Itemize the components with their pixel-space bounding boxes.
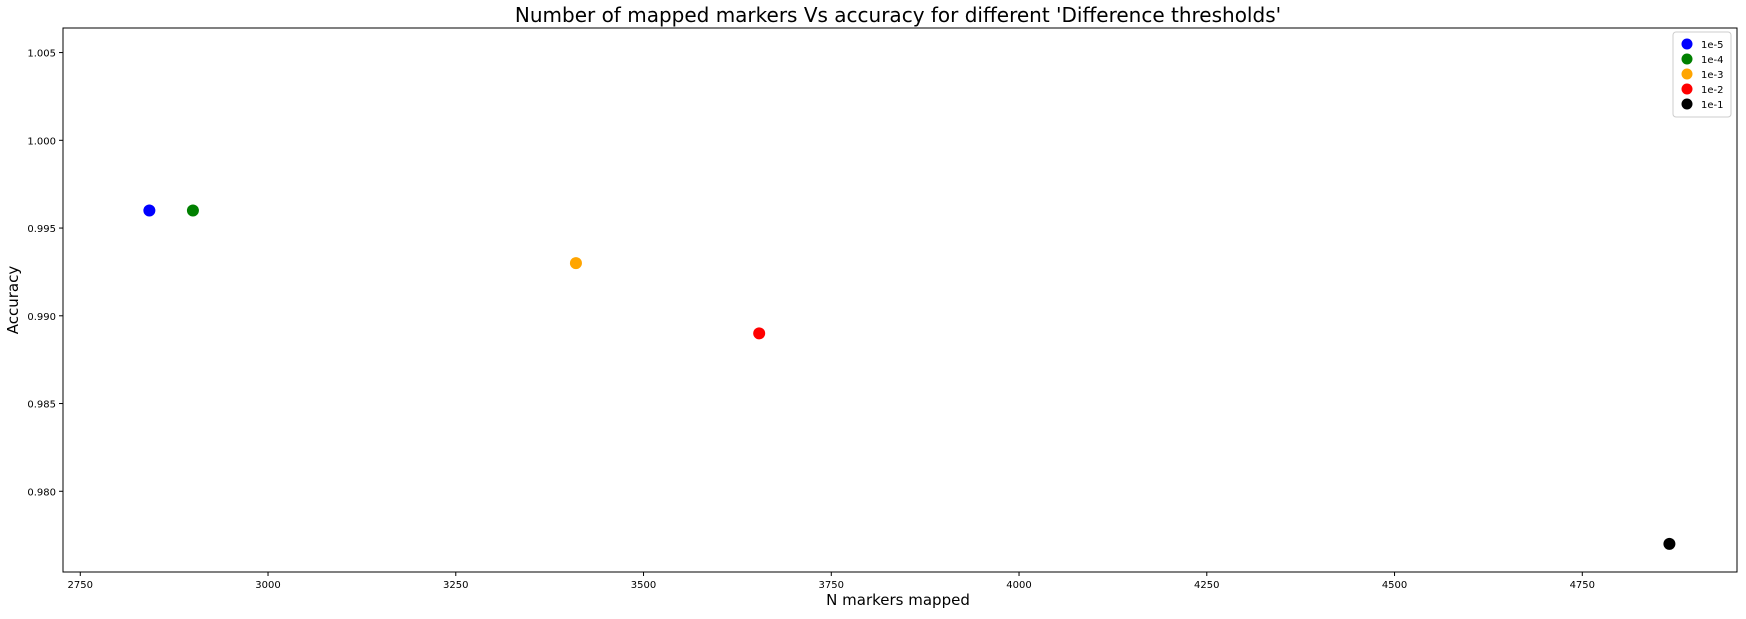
data-point-1e-3 (569, 257, 582, 270)
legend-marker-1e-4 (1681, 53, 1693, 65)
legend-label: 1e-3 (1701, 70, 1724, 81)
legend-marker-1e-1 (1681, 98, 1693, 110)
legend: 1e-5 1e-4 1e-3 1e-2 1e-1 (1672, 31, 1732, 118)
x-tick-label: 4000 (1006, 580, 1031, 591)
y-tick-label: 0.995 (27, 224, 56, 235)
x-tick-label: 2750 (68, 580, 93, 591)
legend-label: 1e-2 (1701, 85, 1724, 96)
y-tick-label: 1.000 (27, 136, 56, 147)
data-points (143, 204, 1676, 550)
x-tick-label: 4500 (1382, 580, 1407, 591)
y-tick-label: 1.005 (27, 49, 56, 60)
chart-title: Number of mapped markers Vs accuracy for… (515, 3, 1281, 27)
x-tick-label: 4750 (1570, 580, 1595, 591)
legend-marker-1e-3 (1681, 68, 1693, 80)
legend-label: 1e-1 (1701, 100, 1724, 111)
y-tick-label: 0.980 (27, 487, 56, 498)
data-point-1e-5 (143, 204, 156, 217)
legend-marker-1e-5 (1681, 38, 1693, 50)
x-tick-label: 4250 (1194, 580, 1219, 591)
legend-marker-1e-2 (1681, 83, 1693, 95)
y-tick-label: 0.990 (27, 312, 56, 323)
legend-label: 1e-5 (1701, 40, 1724, 51)
data-point-1e-4 (186, 204, 199, 217)
plot-frame (62, 27, 1738, 573)
legend-label: 1e-4 (1701, 55, 1724, 66)
x-tick-label: 3000 (255, 580, 280, 591)
x-tick-label: 3750 (819, 580, 844, 591)
axis-ticks: 2750 3000 3250 3500 3750 4000 4250 4500 4750 0.98… (27, 49, 1595, 591)
y-tick-label: 0.985 (27, 400, 56, 411)
x-axis-label: N markers mapped (826, 591, 970, 609)
x-tick-label: 3250 (443, 580, 468, 591)
y-axis-label: Accuracy (4, 266, 22, 335)
legend-box (1672, 31, 1732, 118)
x-tick-label: 3500 (631, 580, 656, 591)
data-point-1e-2 (753, 327, 766, 340)
data-point-1e-1 (1663, 537, 1676, 550)
